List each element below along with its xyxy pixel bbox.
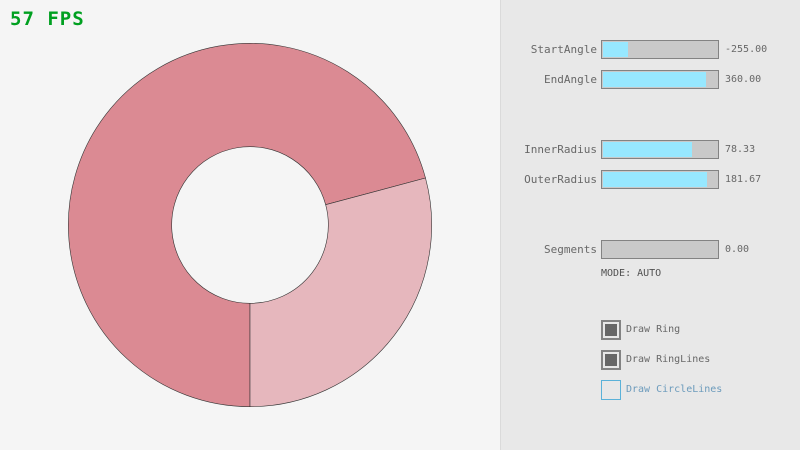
slider-label: StartAngle	[530, 43, 597, 56]
slider-fill	[603, 142, 693, 157]
slider-fill	[603, 172, 707, 187]
draw-circlelines-checkbox[interactable]: Draw CircleLines	[601, 380, 800, 400]
slider-label: InnerRadius	[524, 143, 597, 156]
checkbox-box[interactable]	[601, 350, 621, 370]
slider-value: 0.00	[725, 244, 750, 255]
ring-overlap-segment	[68, 43, 426, 407]
ring-canvas	[68, 43, 432, 407]
slider-segments: Segments 0.00	[501, 240, 800, 260]
slider-label: Segments	[544, 243, 597, 256]
segments-slider[interactable]	[601, 240, 719, 259]
control-panel: StartAngle -255.00 EndAngle 360.00 Inner…	[500, 0, 800, 450]
checkbox-check	[605, 324, 617, 336]
slider-label: EndAngle	[544, 73, 597, 86]
slider-value: -255.00	[725, 44, 768, 55]
slider-fill	[603, 42, 628, 57]
checkbox-box[interactable]	[601, 380, 621, 400]
start-angle-slider[interactable]	[601, 40, 719, 59]
draw-ring-checkbox[interactable]: Draw Ring	[601, 320, 800, 340]
checkbox-label: Draw RingLines	[626, 354, 711, 365]
checkbox-label: Draw Ring	[626, 324, 681, 335]
slider-outer-radius: OuterRadius 181.67	[501, 170, 800, 190]
ring-segment	[249, 177, 432, 407]
inner-radius-slider[interactable]	[601, 140, 719, 159]
slider-inner-radius: InnerRadius 78.33	[501, 140, 800, 160]
end-angle-slider[interactable]	[601, 70, 719, 89]
slider-start-angle: StartAngle -255.00	[501, 40, 800, 60]
slider-label: OuterRadius	[524, 173, 597, 186]
slider-fill	[603, 72, 706, 87]
checkbox-check	[605, 354, 617, 366]
checkbox-box[interactable]	[601, 320, 621, 340]
checkbox-label: Draw CircleLines	[626, 384, 723, 395]
fps-counter: 57 FPS	[10, 8, 85, 30]
slider-value: 78.33	[725, 144, 756, 155]
draw-ringlines-checkbox[interactable]: Draw RingLines	[601, 350, 800, 370]
slider-end-angle: EndAngle 360.00	[501, 70, 800, 90]
slider-value: 181.67	[725, 174, 762, 185]
slider-value: 360.00	[725, 74, 762, 85]
outer-radius-slider[interactable]	[601, 170, 719, 189]
mode-label: MODE: AUTO	[601, 268, 662, 279]
